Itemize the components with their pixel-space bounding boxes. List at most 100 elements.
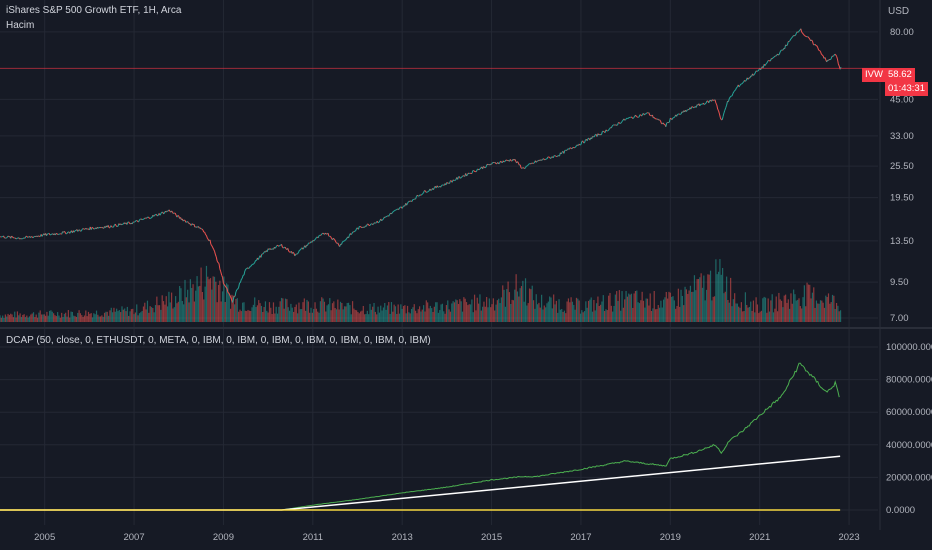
price-candle [611, 124, 614, 127]
volume-bar [276, 313, 279, 322]
price-candle [835, 54, 837, 57]
volume-bar [250, 311, 252, 322]
volume-bar [605, 309, 607, 322]
volume-bar [228, 293, 230, 322]
volume-bar [295, 304, 297, 322]
volume-bar [101, 315, 103, 322]
volume-bar [630, 293, 633, 322]
volume-bar [535, 294, 537, 322]
price-candle [195, 226, 197, 228]
volume-bar [622, 307, 624, 322]
price-candle [297, 252, 299, 255]
volume-bar [752, 300, 755, 322]
volume-bar [653, 290, 655, 322]
volume-bar [40, 314, 43, 322]
volume-bar [735, 303, 737, 322]
price-candle [216, 260, 219, 263]
price-candle [115, 225, 118, 227]
volume-bar [128, 315, 130, 322]
price-candle [226, 288, 229, 293]
volume-bar [478, 303, 480, 322]
volume-bar [711, 300, 713, 322]
price-candle [350, 232, 353, 235]
price-candle [413, 198, 415, 200]
volume-bar [825, 295, 827, 322]
volume-bar [162, 301, 165, 322]
price-candle [418, 194, 421, 197]
volume-bar [292, 311, 295, 322]
price-candle [330, 236, 333, 239]
volume-bar [704, 300, 706, 322]
volume-bar [176, 303, 178, 322]
price-candle [712, 99, 714, 101]
volume-bar [771, 294, 773, 322]
volume-bar [99, 316, 102, 322]
volume-bar [553, 294, 555, 322]
price-candle [788, 40, 791, 42]
price-candle [306, 243, 309, 246]
volume-bar [638, 303, 641, 322]
main-y-tick-label: 45.00 [890, 94, 914, 105]
volume-bar [534, 308, 536, 322]
volume-bar [822, 302, 824, 322]
price-candle [718, 110, 720, 115]
price-candle [98, 227, 100, 229]
volume-bar [439, 310, 441, 322]
volume-bar [472, 312, 474, 322]
volume-bar [689, 285, 692, 322]
volume-bar [787, 299, 789, 322]
price-candle [509, 159, 512, 162]
volume-bar [0, 315, 1, 322]
volume-bar [594, 310, 596, 322]
price-candle [245, 268, 247, 270]
volume-bar [562, 311, 564, 322]
volume-bar [538, 302, 540, 322]
volume-bar [542, 309, 544, 322]
price-candle [800, 28, 803, 33]
volume-bar [61, 312, 63, 322]
price-candle [657, 118, 660, 121]
volume-bar [713, 296, 716, 322]
volume-bar [313, 308, 315, 322]
volume-bar [567, 298, 570, 322]
volume-bar [351, 301, 354, 322]
volume-bar [555, 300, 557, 322]
volume-bar [400, 304, 402, 322]
main-chart-title: iShares S&P 500 Growth ETF, 1H, Arca [6, 5, 182, 16]
volume-bar [590, 297, 592, 322]
price-candle [742, 81, 744, 84]
price-candle [100, 226, 103, 229]
volume-bar [235, 298, 237, 322]
price-candle [262, 252, 265, 255]
volume-bar [321, 297, 323, 322]
volume-bar [492, 298, 494, 322]
volume-bar [687, 293, 689, 322]
price-candle [738, 85, 741, 88]
volume-bar [248, 310, 250, 322]
volume-bar [727, 300, 729, 322]
volume-bar [402, 306, 405, 322]
volume-bar [451, 303, 453, 322]
volume-bar [70, 311, 72, 322]
price-candle [771, 57, 774, 60]
volume-bar [329, 298, 331, 322]
volume-bar [652, 308, 654, 322]
price-candle [120, 223, 122, 226]
price-candle [714, 99, 717, 104]
volume-bar [613, 305, 615, 322]
volume-bar [577, 298, 579, 322]
price-candle [551, 156, 553, 158]
price-candle [396, 208, 398, 210]
price-candle [441, 184, 443, 187]
volume-bar [406, 305, 409, 322]
volume-bar [419, 306, 421, 322]
volume-bar [51, 311, 53, 322]
volume-bar [582, 312, 584, 322]
volume-bar [447, 300, 449, 322]
price-candle [735, 87, 737, 91]
volume-bar [798, 298, 800, 322]
volume-bar [152, 307, 154, 322]
volume-bar [734, 293, 736, 322]
